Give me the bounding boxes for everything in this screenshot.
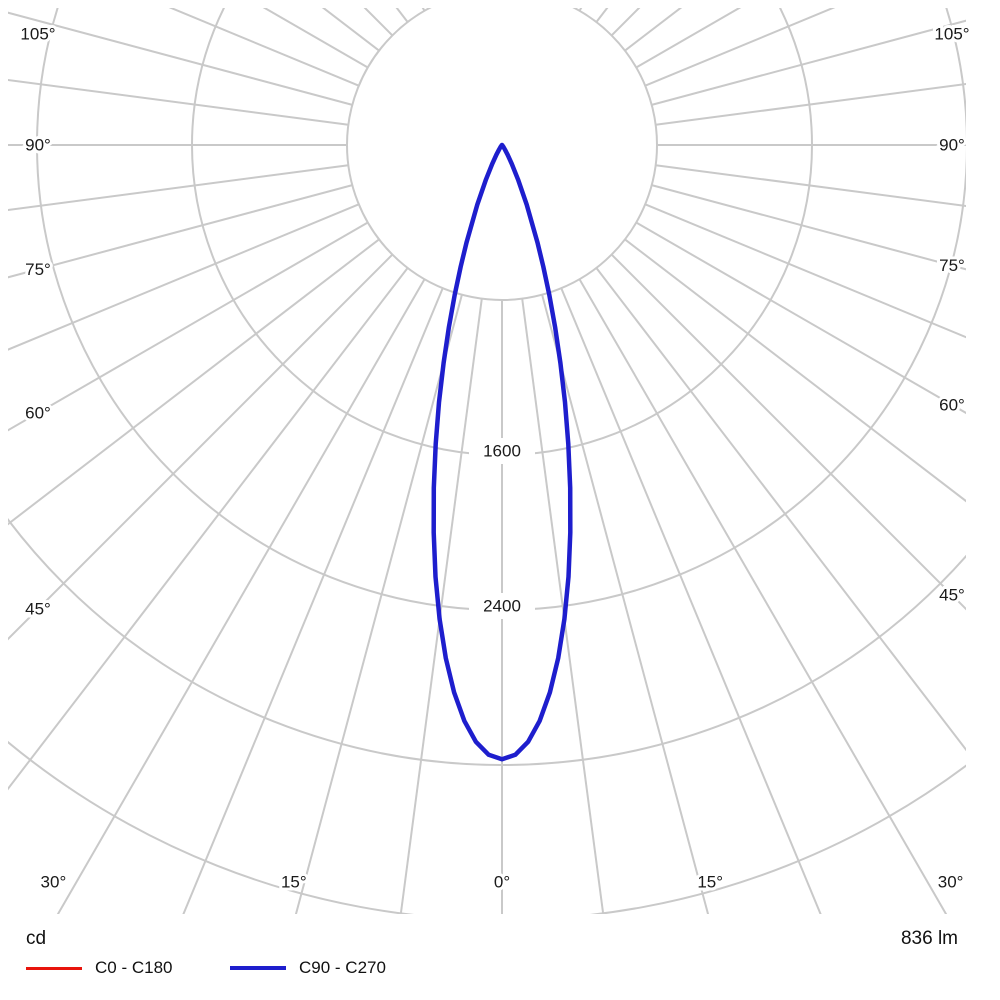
legend-swatch-c0-c180 <box>26 966 82 970</box>
angle-label-30-right: 30° <box>938 873 964 892</box>
angle-label-0: 0° <box>494 873 510 892</box>
grid-spoke <box>651 184 966 271</box>
polar-intensity-chart: 1600 2400 0° 15° 15° 30° 30° 45° 45° 60° 60° 75° 75°… <box>0 0 1000 914</box>
angle-label-90-right: 90° <box>939 136 965 155</box>
grid-spoke <box>578 8 583 12</box>
grid-spoke <box>595 8 609 23</box>
grid-spoke <box>8 11 353 106</box>
ring-label-bg <box>469 438 535 464</box>
legend-item-c0-c180: C0 - C180 <box>26 956 172 980</box>
legend-item-c90-c270: C90 - C270 <box>230 956 386 980</box>
grid-spoke <box>541 294 710 914</box>
ring-label-2400: 2400 <box>483 597 521 616</box>
grid-ring-3200 <box>8 517 966 766</box>
grid-spoke <box>561 0 1000 2</box>
angle-label-60-right: 60° <box>939 395 965 414</box>
angle-label-60-left: 60° <box>25 403 51 422</box>
polar-grid: 1600 2400 <box>0 0 1000 914</box>
grid-spoke <box>56 278 426 914</box>
grid-spoke <box>610 253 966 611</box>
angle-label-45-right: 45° <box>939 586 965 605</box>
polar-grid-svg: 1600 2400 0° 15° 15° 30° 30° 45° 45° 60° 60° 75° 75°… <box>0 0 1000 914</box>
grid-spoke <box>8 253 394 641</box>
ring-label-1600: 1600 <box>483 442 521 461</box>
curve-c90-c270 <box>431 142 573 762</box>
grid-spoke <box>8 203 360 351</box>
grid-spoke <box>8 164 349 212</box>
angle-label-90-left: 90° <box>25 136 51 155</box>
grid-spoke <box>595 267 966 752</box>
ring-label-bg <box>469 593 535 619</box>
legend-label-c0-c180: C0 - C180 <box>95 958 173 977</box>
grid-spoke <box>651 19 966 106</box>
luminous-flux-label: 836 lm <box>900 928 958 949</box>
angle-label-45-left: 45° <box>25 600 51 619</box>
angle-label-30-left: 30° <box>41 873 67 892</box>
grid-spoke <box>655 164 966 208</box>
grid-spoke <box>8 184 353 279</box>
grid-spoke <box>624 238 966 503</box>
grid-spoke <box>560 287 822 914</box>
grid-spoke <box>421 8 426 12</box>
grid-spoke <box>655 82 966 126</box>
grid-spoke <box>399 298 483 914</box>
angle-label-105-right: 105° <box>934 25 969 44</box>
angle-label-75-right: 75° <box>939 256 965 275</box>
angle-label-105-left: 105° <box>20 25 55 44</box>
angle-label-15-left: 15° <box>281 873 307 892</box>
grid-spoke <box>182 287 444 914</box>
grid-spoke <box>521 298 605 914</box>
grid-spoke <box>0 0 443 2</box>
legend-swatch-c90-c270 <box>230 966 286 970</box>
grid-ring-800 <box>346 8 658 301</box>
angle-label-15-right: 15° <box>697 873 723 892</box>
grid-spoke <box>294 294 463 914</box>
grid-spoke <box>8 238 380 526</box>
angle-label-75-left: 75° <box>25 260 51 279</box>
grid-spoke <box>395 8 409 23</box>
grid-spoke <box>644 203 966 339</box>
legend-label-c90-c270: C90 - C270 <box>299 958 386 977</box>
grid-spoke <box>635 221 966 415</box>
grid-spoke <box>8 221 369 432</box>
unit-label: cd <box>26 928 47 949</box>
grid-spoke <box>8 78 349 126</box>
grid-spoke <box>578 278 948 914</box>
grid-spoke <box>8 267 409 791</box>
